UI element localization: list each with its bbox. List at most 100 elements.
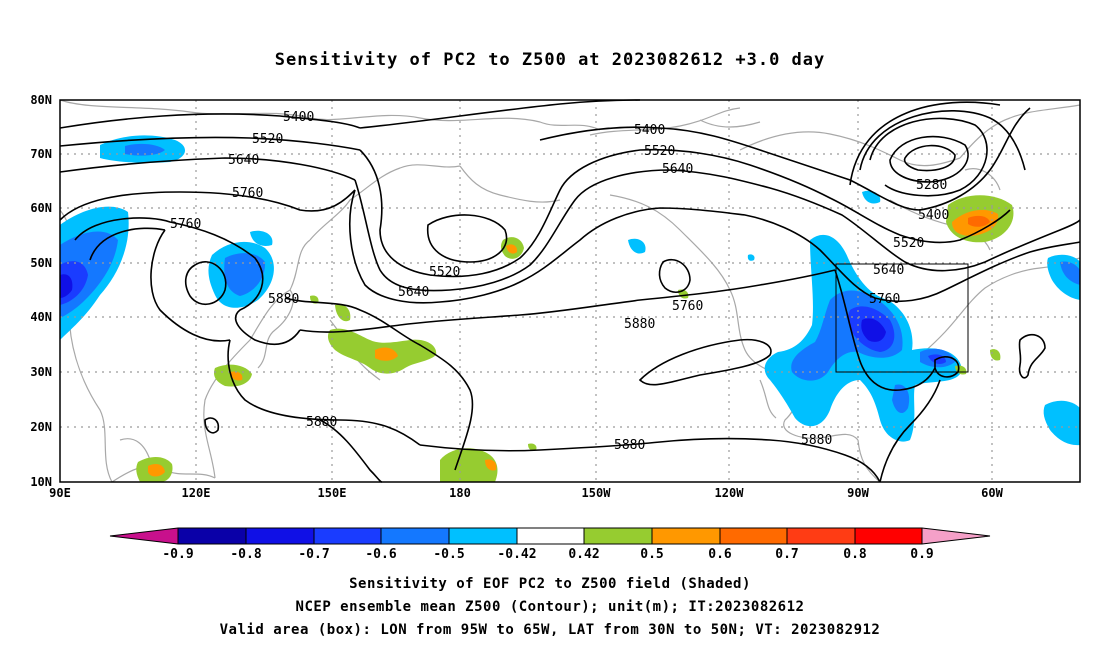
contour-atlantic-ring bbox=[1018, 333, 1046, 379]
caption-contour: NCEP ensemble mean Z500 (Contour); unit(… bbox=[295, 599, 805, 615]
contour-5760-center bbox=[349, 189, 1081, 304]
colorbar-segment bbox=[855, 528, 922, 544]
lat-tick-label: 70N bbox=[30, 147, 52, 161]
colorbar: -0.9 -0.8 -0.7 -0.6 -0.5 -0.42 0.42 0.5 … bbox=[109, 527, 991, 562]
colorbar-segment bbox=[314, 528, 381, 544]
contour-west-ring bbox=[74, 217, 301, 346]
lon-tick-label: 60W bbox=[981, 486, 1003, 500]
z500-contours bbox=[59, 99, 1081, 483]
colorbar-label: 0.5 bbox=[640, 547, 663, 562]
lat-tick-label: 80N bbox=[30, 93, 52, 107]
contour-5400-east bbox=[539, 107, 1031, 211]
colorbar-label: 0.42 bbox=[568, 547, 599, 562]
contour-5400-west bbox=[59, 113, 361, 129]
contour-label: 5760 bbox=[170, 217, 201, 232]
valid-area-box bbox=[835, 263, 969, 373]
colorbar-segment bbox=[178, 528, 246, 544]
contour-5280-ring2 bbox=[903, 144, 956, 172]
contour-small-ring-namer bbox=[658, 258, 691, 293]
contour-5640-west bbox=[59, 157, 356, 181]
lon-tick-label: 120W bbox=[715, 486, 745, 500]
colorbar-segment bbox=[584, 528, 652, 544]
lon-tick-label: 150W bbox=[582, 486, 612, 500]
colorbar-label: -0.6 bbox=[365, 547, 396, 562]
contour-label: 5880 bbox=[624, 317, 655, 332]
contour-label: 5400 bbox=[918, 208, 949, 223]
contour-5880-southeast bbox=[419, 437, 881, 483]
contour-5880-center bbox=[299, 269, 836, 333]
lon-tick-label: 90W bbox=[847, 486, 869, 500]
contour-label: 5640 bbox=[873, 263, 904, 278]
contour-5520-ring bbox=[859, 110, 1026, 171]
lon-axis: 90E 120E 150E 180 150W 120W 90W 60W bbox=[49, 486, 1003, 500]
contour-label: 5880 bbox=[614, 438, 645, 453]
contour-label: 5880 bbox=[801, 433, 832, 448]
colorbar-segment bbox=[517, 528, 584, 544]
contour-5280-ring1 bbox=[889, 135, 969, 183]
colorbar-segment bbox=[246, 528, 314, 544]
contour-5520-west bbox=[59, 136, 361, 151]
graticule bbox=[60, 100, 1080, 482]
contour-5400-center bbox=[359, 99, 641, 129]
contour-5880-south bbox=[319, 419, 383, 483]
contour-5640-ring bbox=[849, 101, 1001, 186]
colorbar-label: 0.6 bbox=[708, 547, 732, 562]
contour-label: 5760 bbox=[672, 299, 703, 314]
coastlines bbox=[59, 99, 1081, 483]
lat-tick-label: 20N bbox=[30, 420, 52, 434]
contour-label: 5400 bbox=[283, 110, 314, 125]
contour-label: 5760 bbox=[869, 292, 900, 307]
map-frame bbox=[59, 99, 1081, 483]
contour-label: 5760 bbox=[232, 186, 263, 201]
contour-label: 5880 bbox=[306, 415, 337, 430]
colorbar-segment bbox=[720, 528, 787, 544]
contour-5400-ring bbox=[869, 117, 988, 197]
contour-japan-low bbox=[184, 261, 227, 306]
contour-5880-lower bbox=[227, 339, 421, 446]
contour-label: 5880 bbox=[268, 292, 299, 307]
contour-inner-ring-pacific bbox=[427, 214, 508, 263]
colorbar-label: -0.7 bbox=[298, 547, 329, 562]
contour-5520-center bbox=[359, 148, 1011, 278]
map-title: Sensitivity of PC2 to Z500 at 2023082612… bbox=[274, 50, 826, 70]
contour-5760-low bbox=[150, 229, 231, 342]
contour-label: 5520 bbox=[644, 144, 675, 159]
lon-tick-label: 90E bbox=[49, 486, 71, 500]
contour-label: 5640 bbox=[662, 162, 693, 177]
lon-tick-label: 120E bbox=[182, 486, 211, 500]
colorbar-segment bbox=[652, 528, 720, 544]
sensitivity-shading bbox=[60, 135, 1080, 482]
colorbar-label: -0.8 bbox=[230, 547, 261, 562]
contour-label: 5280 bbox=[916, 178, 947, 193]
contour-5880-sw bbox=[638, 338, 772, 386]
colorbar-segment bbox=[787, 528, 855, 544]
colorbar-label: 0.7 bbox=[775, 547, 798, 562]
colorbar-label: 0.8 bbox=[843, 547, 867, 562]
contour-label: 5640 bbox=[228, 153, 259, 168]
lat-tick-label: 40N bbox=[30, 310, 52, 324]
colorbar-low-arrow bbox=[110, 528, 178, 544]
lon-tick-label: 180 bbox=[449, 486, 471, 500]
contour-label: 5520 bbox=[893, 236, 924, 251]
contour-labels: 5400 5520 5640 5760 5760 5880 5400 5520 … bbox=[170, 110, 949, 453]
colorbar-segment bbox=[449, 528, 517, 544]
colorbar-label: 0.9 bbox=[910, 547, 933, 562]
contour-5640-center bbox=[354, 169, 1081, 292]
contour-5880-east bbox=[879, 379, 941, 483]
colorbar-label: -0.9 bbox=[162, 547, 193, 562]
colorbar-label: -0.5 bbox=[433, 547, 464, 562]
lat-tick-label: 30N bbox=[30, 365, 52, 379]
contour-5760-west bbox=[59, 189, 356, 221]
contour-label: 5400 bbox=[634, 123, 665, 138]
contour-label: 5520 bbox=[429, 265, 460, 280]
contour-5880-west bbox=[284, 297, 474, 471]
contour-taiwan-ring bbox=[204, 417, 220, 434]
lon-tick-label: 150E bbox=[318, 486, 347, 500]
lat-axis: 80N 70N 60N 50N 40N 30N 20N 10N bbox=[30, 93, 52, 489]
lat-tick-label: 50N bbox=[30, 256, 52, 270]
colorbar-label: -0.42 bbox=[497, 547, 536, 562]
caption-valid-area: Valid area (box): LON from 95W to 65W, L… bbox=[219, 622, 881, 638]
contour-label: 5520 bbox=[252, 132, 283, 147]
colorbar-segment bbox=[381, 528, 449, 544]
